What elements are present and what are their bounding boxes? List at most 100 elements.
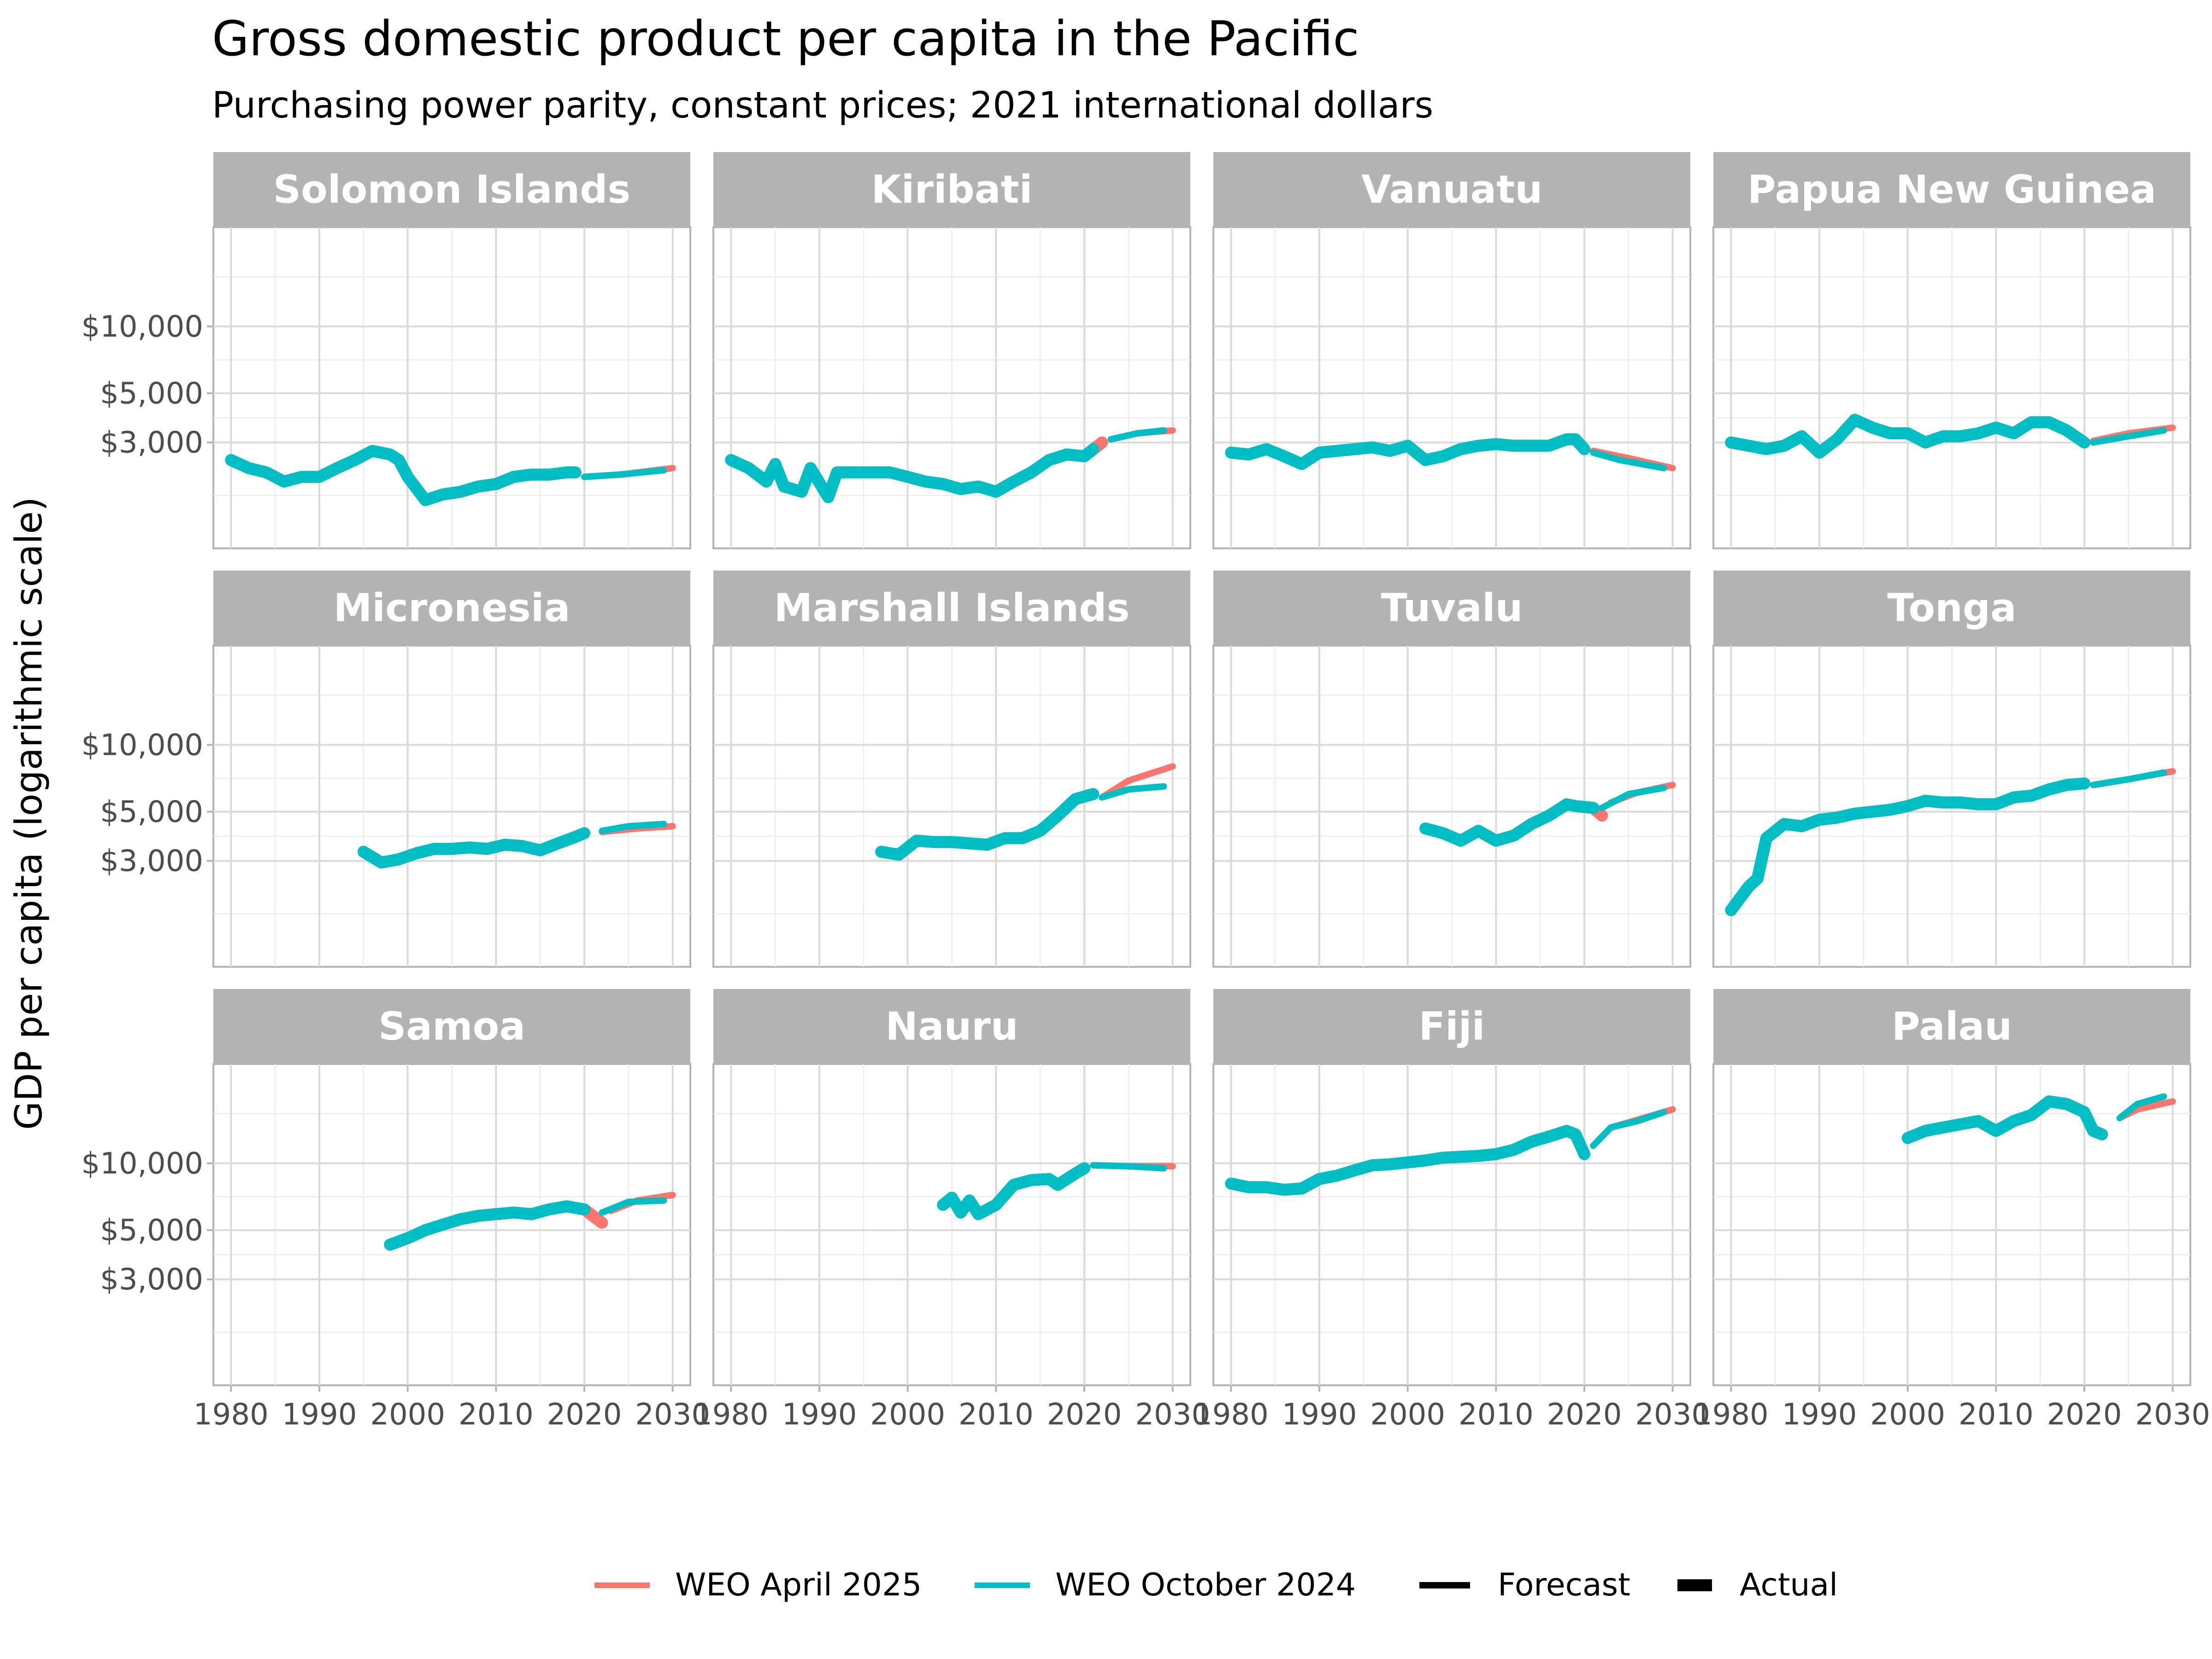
series-october-actual [384, 1200, 590, 1251]
x-tick-label: 1980 [1694, 1398, 1769, 1432]
panel-papua-new-guinea: Papua New Guinea [1712, 152, 2191, 549]
series-october-forecast [599, 1197, 667, 1216]
series-october-forecast [2116, 1093, 2167, 1122]
panel-palau: Palau 1980 1990 2000 2010 2020 2030 [1694, 989, 2210, 1432]
legend-label-forecast: Forecast [1498, 1567, 1630, 1603]
panel-micronesia: Micronesia $3,000 $5,000 $10,000 [81, 571, 691, 968]
x-tick-label: 2010 [459, 1398, 534, 1432]
series-october-forecast [1599, 784, 1667, 812]
facet-label: Samoa [378, 1004, 525, 1049]
x-tick-label: 2030 [1635, 1398, 1710, 1432]
panel-vanuatu: Vanuatu [1212, 152, 1691, 549]
x-tick-label: 1990 [1782, 1398, 1857, 1432]
x-tick-label: 2000 [1870, 1398, 1945, 1432]
x-tick-label: 2020 [1047, 1398, 1122, 1432]
x-tick-label: 1980 [194, 1398, 269, 1432]
x-tick-label: 1990 [1282, 1398, 1357, 1432]
x-tick-label: 2030 [2135, 1398, 2210, 1432]
series-october-actual [225, 445, 582, 506]
y-tick-label: $10,000 [81, 310, 203, 344]
series-october-forecast [2090, 769, 2167, 788]
panel-fiji: Fiji 1980 1990 2000 2010 2020 2030 [1194, 989, 1710, 1432]
facet-panels: Solomon Islands $3,000 $5,000 $10,000 Kiriba… [81, 152, 2210, 1432]
legend-label-april: WEO April 2025 [675, 1567, 922, 1603]
facet-strip [1213, 152, 1690, 227]
facet-label: Papua New Guinea [1747, 167, 2156, 212]
legend-label-actual: Actual [1740, 1567, 1838, 1603]
facet-label: Marshall Islands [774, 585, 1130, 630]
facet-strip [713, 571, 1190, 646]
x-tick-label: 1980 [1194, 1398, 1269, 1432]
facet-strip [1713, 571, 2190, 646]
facet-label: Tonga [1887, 585, 2016, 630]
facet-label: Micronesia [334, 585, 571, 630]
facet-strip [213, 152, 690, 227]
facet-strip [1713, 152, 2190, 227]
series-october-actual [1225, 433, 1590, 470]
x-tick-label: 2010 [1959, 1398, 2034, 1432]
series-october-actual [725, 443, 1100, 503]
facet-label: Fiji [1419, 1004, 1485, 1049]
x-tick-label: 2020 [2047, 1398, 2122, 1432]
series-october-forecast [1590, 449, 1667, 471]
series-october-actual [1725, 777, 2090, 917]
series-october-actual [1725, 413, 2090, 459]
x-tick-label: 1990 [782, 1398, 857, 1432]
x-tick-label: 1980 [694, 1398, 769, 1432]
panel-kiribati: Kiribati [712, 152, 1191, 549]
facet-strip [1713, 989, 2190, 1064]
series-october-actual [357, 827, 590, 869]
x-tick-label: 2030 [635, 1398, 710, 1432]
series-october-forecast [599, 821, 667, 834]
x-tick-label: 2010 [959, 1398, 1034, 1432]
facet-strip [213, 571, 690, 646]
facet-label: Kiribati [871, 167, 1033, 212]
series-october-actual [875, 788, 1100, 861]
facet-label: Nauru [885, 1004, 1018, 1049]
y-tick-label: $10,000 [81, 728, 203, 762]
facet-strip [713, 152, 1190, 227]
panel-marshall-islands: Marshall Islands [712, 571, 1191, 968]
facet-strip [1213, 571, 1690, 646]
legend: WEO April 2025 WEO October 2024 Forecast… [594, 1567, 1838, 1603]
facet-strip [213, 989, 690, 1064]
series-october-forecast [2090, 427, 2167, 446]
x-tick-label: 1990 [282, 1398, 357, 1432]
y-tick-label: $3,000 [100, 1263, 203, 1297]
x-tick-label: 2020 [1547, 1398, 1622, 1432]
x-tick-label: 2010 [1459, 1398, 1534, 1432]
facet-strip [1213, 989, 1690, 1064]
legend-label-october: WEO October 2024 [1055, 1567, 1356, 1603]
y-tick-label: $10,000 [81, 1147, 203, 1181]
chart-title: Gross domestic product per capita in the… [212, 11, 1359, 67]
y-tick-label: $5,000 [100, 1213, 203, 1247]
facet-strip [713, 989, 1190, 1064]
x-tick-label: 2000 [1370, 1398, 1445, 1432]
panel-tonga: Tonga [1712, 571, 2191, 968]
facet-label: Palau [1892, 1004, 2012, 1049]
panel-samoa: Samoa $3,000 $5,000 $10,000 1980 1990 2000 2010… [81, 989, 710, 1432]
y-tick-label: $3,000 [100, 426, 203, 460]
panel-nauru: Nauru 1980 1990 2000 2010 2020 2030 [694, 989, 1210, 1432]
y-tick-label: $5,000 [100, 795, 203, 829]
x-tick-label: 2000 [870, 1398, 945, 1432]
y-axis-label: GDP per capita (logarithmic scale) [7, 497, 50, 1130]
x-tick-label: 2030 [1135, 1398, 1210, 1432]
series-october-actual [937, 1162, 1090, 1220]
x-tick-label: 2020 [547, 1398, 622, 1432]
x-tick-label: 2000 [370, 1398, 445, 1432]
panel-tuvalu: Tuvalu [1212, 571, 1691, 968]
series-october-actual [1225, 1125, 1590, 1196]
facet-label: Solomon Islands [273, 167, 631, 212]
series-october-forecast [1099, 783, 1167, 801]
series-october-forecast [1107, 427, 1167, 443]
series-october-actual [1901, 1095, 2108, 1144]
panel-solomon-islands: Solomon Islands $3,000 $5,000 $10,000 [81, 152, 691, 549]
y-tick-label: $5,000 [100, 377, 203, 411]
series-october-forecast [1590, 1109, 1667, 1149]
series-october-forecast [581, 467, 667, 480]
facet-label: Vanuatu [1361, 167, 1542, 212]
facet-label: Tuvalu [1381, 585, 1523, 630]
chart-subtitle: Purchasing power parity, constant prices… [212, 85, 1433, 126]
